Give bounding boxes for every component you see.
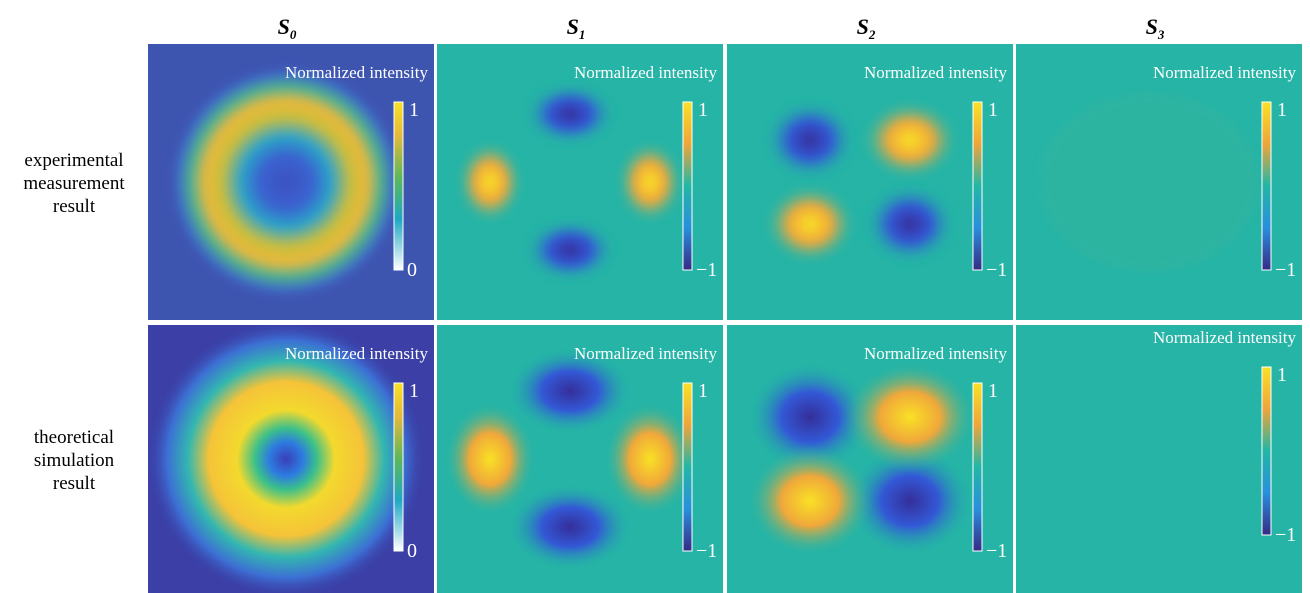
texture [1039,92,1259,272]
panel [1016,325,1302,593]
symbol: S [1146,14,1158,39]
lobe [763,99,857,181]
panel-label: Normalized intensity [864,63,1008,82]
subscript: 1 [579,27,586,42]
lobe [604,402,696,517]
row-label: result [53,196,96,217]
row-label: experimental [24,150,123,171]
colorbar-max: 1 [409,99,419,121]
lobe [861,99,960,181]
ring [168,64,404,300]
column-header: S0 [278,14,297,42]
figure: S0S1S2S3experimentalmeasurementresult10N… [0,0,1310,593]
colorbar-min: −1 [1275,259,1296,281]
panel [437,325,723,593]
lobe [843,362,976,472]
column-header: S1 [567,14,586,42]
subscript: 3 [1157,27,1165,42]
panel [1016,44,1302,320]
subscript: 0 [290,27,297,42]
column-header: S2 [857,14,876,42]
symbol: S [857,14,869,39]
panel [148,44,434,320]
panel-label: Normalized intensity [285,63,429,82]
panel [727,325,1013,593]
row-label: theoretical [34,427,114,448]
panel-bg [727,44,1013,320]
colorbar-min: −1 [986,540,1007,562]
column-header: S3 [1146,14,1165,42]
colorbar [1262,102,1271,270]
page: {"columns": [ {"symbol": "S", "subscript… [0,0,1310,593]
panel-label: Normalized intensity [285,344,429,363]
colorbar-min: −1 [1275,524,1296,546]
row-label: measurement [23,173,125,194]
colorbar-min: 0 [407,259,417,281]
lobe [456,140,524,225]
colorbar [683,383,692,551]
panel-bg [1016,325,1302,593]
panel-label: Normalized intensity [574,63,718,82]
lobe [747,446,874,556]
colorbar-min: −1 [986,259,1007,281]
subscript: 2 [868,27,876,42]
colorbar [683,102,692,270]
panel-label: Normalized intensity [1153,63,1297,82]
colorbar [394,102,403,270]
lobe [523,218,617,283]
panel [727,44,1013,320]
colorbar-min: 0 [407,540,417,562]
colorbar [973,102,982,270]
lobe [523,82,617,147]
lobe [616,140,684,225]
panel [437,44,723,320]
colorbar-max: 1 [409,380,419,402]
colorbar [1262,367,1271,535]
colorbar-max: 1 [988,99,998,121]
lobe [507,483,634,570]
colorbar-max: 1 [1277,364,1287,386]
panel-label: Normalized intensity [864,344,1008,363]
colorbar-max: 1 [988,380,998,402]
colorbar-max: 1 [698,99,708,121]
panel-label: Normalized intensity [574,344,718,363]
colorbar-min: −1 [696,259,717,281]
colorbar [973,383,982,551]
row-label: result [53,473,96,494]
symbol: S [567,14,579,39]
colorbar [394,383,403,551]
panel-label: Normalized intensity [1153,328,1297,347]
lobe [863,183,957,265]
lobe [444,402,536,517]
colorbar-max: 1 [1277,99,1287,121]
row-label: simulation [34,450,115,471]
colorbar-min: −1 [696,540,717,562]
symbol: S [278,14,290,39]
lobe [763,183,857,265]
colorbar-max: 1 [698,380,708,402]
